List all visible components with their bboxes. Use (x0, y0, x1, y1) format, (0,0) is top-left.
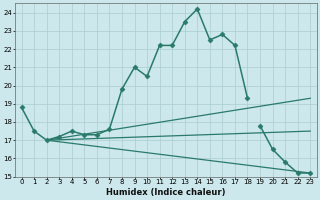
X-axis label: Humidex (Indice chaleur): Humidex (Indice chaleur) (106, 188, 226, 197)
